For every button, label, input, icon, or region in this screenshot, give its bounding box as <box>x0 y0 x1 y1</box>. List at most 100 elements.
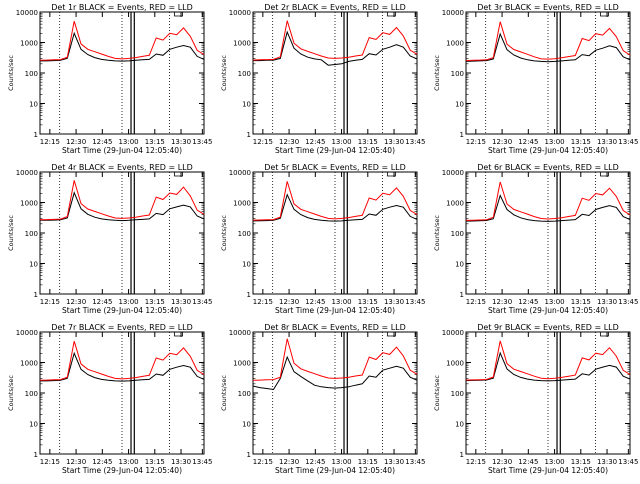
y-tick-label: 1 <box>247 451 251 459</box>
interval-bracket <box>174 172 183 177</box>
y-tick-label: 1000 <box>446 40 464 48</box>
x-tick-label: 12:15 <box>466 138 486 146</box>
x-tick-label: 12:45 <box>92 458 112 466</box>
x-tick-label: 12:15 <box>253 458 273 466</box>
y-tick-label: 1 <box>34 131 38 139</box>
x-tick-label: 13:15 <box>145 458 165 466</box>
y-tick-label: 1 <box>247 291 251 299</box>
x-tick-label: 13:00 <box>331 298 351 306</box>
panel-title: Det 8r BLACK = Events, RED = LLD <box>264 323 406 332</box>
y-tick-label: 10 <box>242 261 251 269</box>
y-tick-label: 10000 <box>442 169 464 177</box>
y-tick-label: 1000 <box>20 40 38 48</box>
x-tick-label: 13:15 <box>571 138 591 146</box>
x-tick-label: 12:45 <box>518 458 538 466</box>
y-tick-label: 100 <box>451 230 464 238</box>
series-line-events <box>465 194 631 222</box>
y-tick-label: 1000 <box>233 40 251 48</box>
x-tick-label: 12:30 <box>279 138 299 146</box>
panel-det-9r: Det 9r BLACK = Events, RED = LLD 1 10 100 10… <box>433 323 638 475</box>
interval-bracket <box>600 332 609 337</box>
x-tick-label: 13:45 <box>618 138 638 146</box>
panel-title: Det 6r BLACK = Events, RED = LLD <box>477 163 619 172</box>
x-axis-label: Start Time (29-Jun-04 12:05:40) <box>62 146 182 155</box>
x-tick-label: 13:15 <box>571 298 591 306</box>
x-axis-label: Start Time (29-Jun-04 12:05:40) <box>62 306 182 315</box>
x-tick-label: 13:45 <box>405 298 425 306</box>
panel-det-4r: Det 4r BLACK = Events, RED = LLD 1 10 100 10… <box>7 163 212 315</box>
y-tick-label: 10 <box>242 421 251 429</box>
x-tick-label: 13:45 <box>618 298 638 306</box>
x-tick-label: 12:15 <box>253 138 273 146</box>
y-axis-label: Counts/sec <box>7 375 15 411</box>
x-tick-label: 13:00 <box>331 458 351 466</box>
y-tick-label: 10000 <box>16 329 38 337</box>
panel-det-1r: Det 1r BLACK = Events, RED = LLD 1 10 100 10… <box>7 3 212 155</box>
y-tick-label: 1000 <box>233 200 251 208</box>
y-axis-label: Counts/sec <box>7 215 15 251</box>
y-tick-label: 10 <box>455 421 464 429</box>
x-tick-label: 13:15 <box>145 298 165 306</box>
series-line-lld <box>252 20 418 61</box>
y-tick-label: 1000 <box>446 360 464 368</box>
x-axis-label: Start Time (29-Jun-04 12:05:40) <box>275 306 395 315</box>
x-tick-label: 13:45 <box>192 138 212 146</box>
y-tick-label: 10000 <box>16 169 38 177</box>
x-tick-label: 13:00 <box>544 298 564 306</box>
y-tick-label: 100 <box>451 390 464 398</box>
y-tick-label: 10 <box>455 101 464 109</box>
series-line-events <box>253 30 418 66</box>
y-tick-label: 1 <box>247 131 251 139</box>
y-tick-label: 10000 <box>442 329 464 337</box>
x-tick-label: 13:30 <box>171 138 191 146</box>
x-tick-label: 12:45 <box>518 298 538 306</box>
x-tick-label: 13:30 <box>171 298 191 306</box>
series-line-lld <box>39 341 205 381</box>
y-tick-label: 1000 <box>20 200 38 208</box>
series-line-lld <box>39 21 205 61</box>
series-line-lld <box>252 338 418 381</box>
series-line-lld <box>465 21 631 62</box>
x-tick-label: 12:30 <box>66 298 86 306</box>
series-line-events <box>252 193 418 222</box>
x-axis-label: Start Time (29-Jun-04 12:05:40) <box>275 466 395 475</box>
y-axis-label: Counts/sec <box>433 215 441 251</box>
y-tick-label: 100 <box>238 390 251 398</box>
x-axis-label: Start Time (29-Jun-04 12:05:40) <box>488 306 608 315</box>
x-tick-label: 13:45 <box>192 298 212 306</box>
x-tick-label: 12:30 <box>66 138 86 146</box>
y-tick-label: 10000 <box>442 9 464 17</box>
x-tick-label: 12:45 <box>305 458 325 466</box>
x-tick-label: 13:30 <box>171 458 191 466</box>
x-tick-label: 13:30 <box>597 458 617 466</box>
x-tick-label: 13:45 <box>405 138 425 146</box>
y-axis-label: Counts/sec <box>220 55 228 91</box>
y-tick-label: 1000 <box>20 360 38 368</box>
panel-det-2r: Det 2r BLACK = Events, RED = LLD 1 10 100 10… <box>220 3 425 155</box>
y-axis-label: Counts/sec <box>433 55 441 91</box>
series-line-lld <box>39 180 205 221</box>
y-tick-label: 100 <box>238 70 251 78</box>
y-tick-label: 10 <box>455 261 464 269</box>
x-tick-label: 12:15 <box>466 298 486 306</box>
panel-det-8r: Det 8r BLACK = Events, RED = LLD 1 10 100 10… <box>220 323 425 475</box>
x-tick-label: 13:00 <box>544 458 564 466</box>
x-tick-label: 12:45 <box>305 298 325 306</box>
panel-title: Det 4r BLACK = Events, RED = LLD <box>51 163 193 172</box>
x-tick-label: 13:15 <box>145 138 165 146</box>
x-tick-label: 13:00 <box>118 138 138 146</box>
y-tick-label: 1 <box>34 451 38 459</box>
panel-title: Det 5r BLACK = Events, RED = LLD <box>264 163 406 172</box>
x-tick-label: 12:30 <box>492 458 512 466</box>
y-tick-label: 100 <box>25 70 38 78</box>
panel-det-3r: Det 3r BLACK = Events, RED = LLD 1 10 100 10… <box>433 3 638 155</box>
panel-title: Det 7r BLACK = Events, RED = LLD <box>51 323 193 332</box>
x-axis-label: Start Time (29-Jun-04 12:05:40) <box>488 146 608 155</box>
x-tick-label: 13:15 <box>358 298 378 306</box>
x-tick-label: 13:45 <box>618 458 638 466</box>
series-line-events <box>40 31 205 62</box>
interval-bracket <box>174 332 183 337</box>
panel-title: Det 3r BLACK = Events, RED = LLD <box>477 3 619 12</box>
